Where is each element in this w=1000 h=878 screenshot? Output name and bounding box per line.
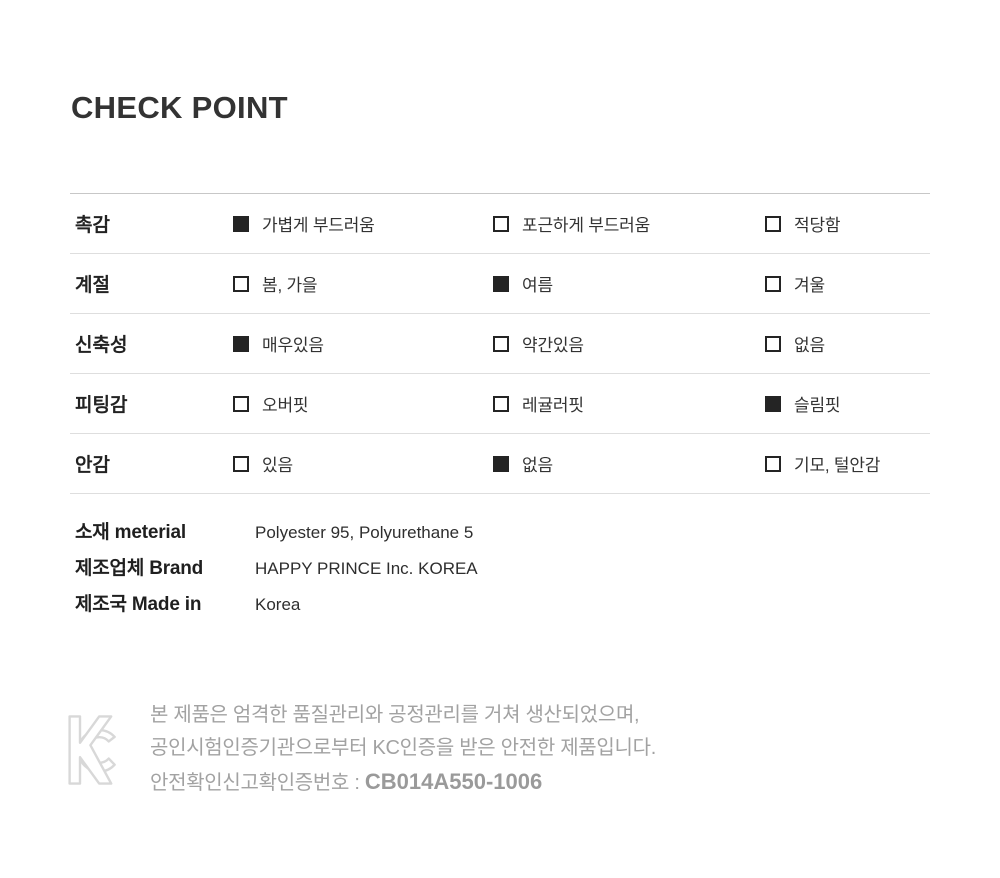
option-label: 가볍게 부드러움 <box>262 216 375 235</box>
kc-mark-icon <box>62 710 122 790</box>
option-label: 기모, 털안감 <box>794 456 881 475</box>
row-label: 계절 <box>75 275 110 296</box>
option-cell: 없음 <box>493 451 765 476</box>
option-cell: 봄, 가을 <box>233 271 493 296</box>
option-cell: 가볍게 부드러움 <box>233 211 493 236</box>
info-value: HAPPY PRINCE Inc. KOREA <box>255 559 478 578</box>
checkbox-empty-icon <box>233 275 249 292</box>
checkbox-empty-icon <box>493 335 509 352</box>
option-cell: 약간있음 <box>493 331 765 356</box>
table-row-touch: 촉감 가볍게 부드러움 포근하게 부드러움 적당함 <box>70 194 930 254</box>
checkbox-filled-icon <box>493 455 509 472</box>
certification-number-line: 안전확인신고확인증번호 : CB014A550-1006 <box>150 765 656 800</box>
option-label: 오버핏 <box>262 396 309 415</box>
row-label: 신축성 <box>75 335 128 356</box>
product-info-list: 소재 meterial Polyester 95, Polyurethane 5… <box>75 517 675 625</box>
certification-line: 공인시험인증기관으로부터 KC인증을 받은 안전한 제품입니다. <box>150 737 656 759</box>
option-cell: 여름 <box>493 271 765 296</box>
option-cell: 겨울 <box>765 271 930 296</box>
checkbox-filled-icon <box>233 215 249 232</box>
option-label: 여름 <box>522 276 553 295</box>
info-value: Polyester 95, Polyurethane 5 <box>255 523 474 542</box>
option-label: 매우있음 <box>262 336 324 355</box>
info-row-material: 소재 meterial Polyester 95, Polyurethane 5 <box>75 517 675 553</box>
info-row-brand: 제조업체 Brand HAPPY PRINCE Inc. KOREA <box>75 553 675 589</box>
option-label: 적당함 <box>794 216 841 235</box>
certification-number: CB014A550-1006 <box>364 769 543 794</box>
option-label: 있음 <box>262 456 293 475</box>
checkbox-empty-icon <box>233 455 249 472</box>
option-label: 포근하게 부드러움 <box>522 216 651 235</box>
option-label: 레귤러핏 <box>522 396 584 415</box>
option-cell: 있음 <box>233 451 493 476</box>
info-value: Korea <box>255 595 301 614</box>
option-label: 슬림핏 <box>794 396 841 415</box>
checkbox-empty-icon <box>765 275 781 292</box>
checkbox-empty-icon <box>765 215 781 232</box>
row-label: 안감 <box>75 455 110 476</box>
option-cell: 매우있음 <box>233 331 493 356</box>
checkbox-empty-icon <box>493 215 509 232</box>
page-title: CHECK POINT <box>71 90 288 125</box>
option-cell: 포근하게 부드러움 <box>493 211 765 236</box>
info-label: 제조업체 Brand <box>75 558 204 579</box>
option-label: 없음 <box>522 456 553 475</box>
row-label: 피팅감 <box>75 395 128 416</box>
info-label: 소재 meterial <box>75 522 186 543</box>
certification-line: 본 제품은 엄격한 품질관리와 공정관리를 거쳐 생산되었으며, <box>150 704 640 726</box>
info-label: 제조국 Made in <box>75 594 202 615</box>
option-label: 봄, 가을 <box>262 276 318 295</box>
table-row-fit: 피팅감 오버핏 레귤러핏 슬림핏 <box>70 374 930 434</box>
checkbox-empty-icon <box>765 455 781 472</box>
option-cell: 오버핏 <box>233 391 493 416</box>
option-cell: 적당함 <box>765 211 930 236</box>
table-row-lining: 안감 있음 없음 기모, 털안감 <box>70 434 930 494</box>
table-row-elasticity: 신축성 매우있음 약간있음 없음 <box>70 314 930 374</box>
check-point-table: 촉감 가볍게 부드러움 포근하게 부드러움 적당함 계절 봄, 가을 <box>70 193 930 494</box>
checkbox-empty-icon <box>765 335 781 352</box>
option-label: 약간있음 <box>522 336 584 355</box>
info-row-made-in: 제조국 Made in Korea <box>75 589 675 625</box>
table-row-season: 계절 봄, 가을 여름 겨울 <box>70 254 930 314</box>
kc-certification-block: 본 제품은 엄격한 품질관리와 공정관리를 거쳐 생산되었으며, 공인시험인증기… <box>62 699 656 800</box>
option-cell: 슬림핏 <box>765 391 930 416</box>
certification-number-label: 안전확인신고확인증번호 : <box>150 772 365 794</box>
checkbox-empty-icon <box>493 395 509 412</box>
option-cell: 기모, 털안감 <box>765 451 930 476</box>
option-cell: 없음 <box>765 331 930 356</box>
checkbox-filled-icon <box>493 275 509 292</box>
option-label: 겨울 <box>794 276 825 295</box>
option-label: 없음 <box>794 336 825 355</box>
row-label: 촉감 <box>75 215 110 236</box>
checkbox-filled-icon <box>233 335 249 352</box>
certification-text: 본 제품은 엄격한 품질관리와 공정관리를 거쳐 생산되었으며, 공인시험인증기… <box>150 699 656 800</box>
option-cell: 레귤러핏 <box>493 391 765 416</box>
checkbox-filled-icon <box>765 395 781 412</box>
checkbox-empty-icon <box>233 395 249 412</box>
